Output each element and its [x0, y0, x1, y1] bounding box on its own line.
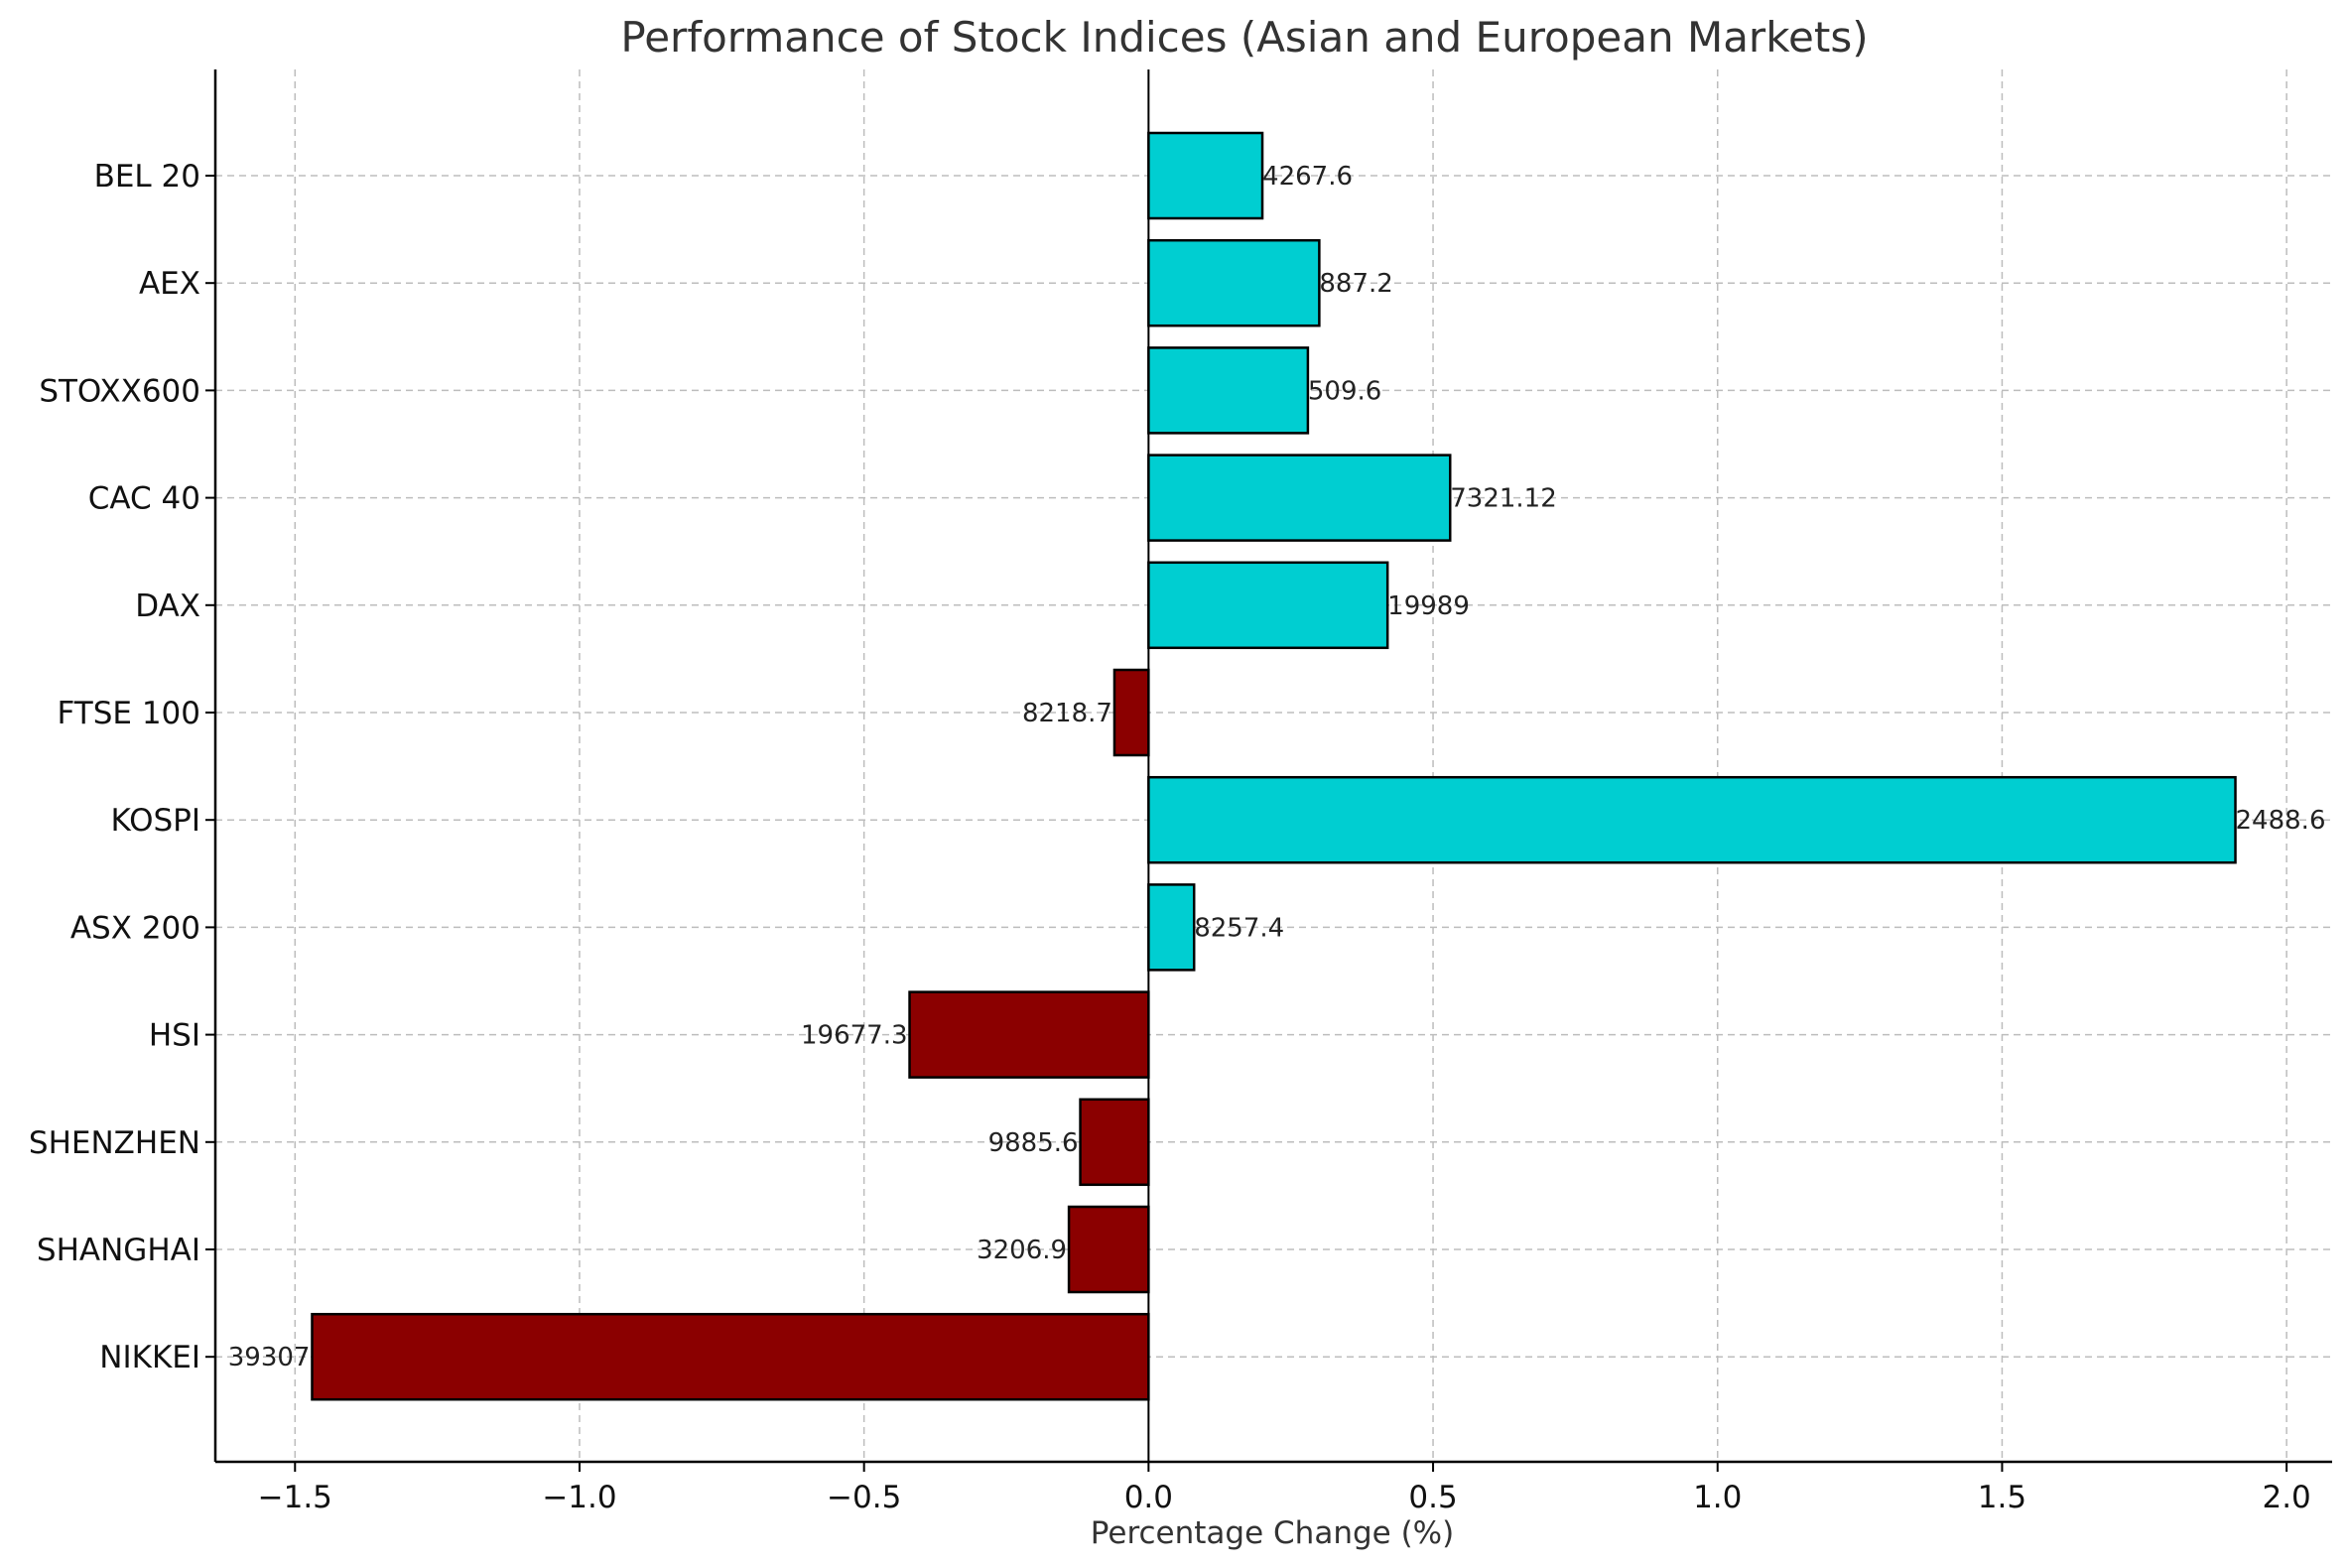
x-tick-label: 0.0 [1124, 1480, 1173, 1515]
x-tick-label: 0.5 [1408, 1480, 1457, 1515]
y-tick-label: KOSPI [110, 803, 200, 839]
x-tick-label: −1.5 [258, 1480, 332, 1515]
bar-hsi [908, 990, 1150, 1079]
y-tick-label: NIKKEI [99, 1340, 200, 1375]
chart-title: Performance of Stock Indices (Asian and … [620, 13, 1868, 62]
bar-aex [1147, 238, 1321, 327]
bar-kospi [1147, 775, 2237, 864]
bar-bel-20 [1147, 131, 1264, 220]
data-label: 19677.3 [801, 1021, 908, 1051]
y-tick-label: DAX [135, 588, 200, 624]
y-tick-label: SHANGHAI [37, 1233, 200, 1268]
bar-ftse-100 [1112, 668, 1150, 757]
axes [205, 69, 2332, 1472]
x-tick-label: −1.0 [542, 1480, 616, 1515]
y-tick-label: AEX [139, 266, 200, 302]
x-tick-label: 1.5 [1978, 1480, 2026, 1515]
x-tick-label: −0.5 [827, 1480, 901, 1515]
data-label: 887.2 [1319, 269, 1392, 299]
bar-shenzhen [1079, 1098, 1150, 1187]
bar-asx-200 [1147, 883, 1196, 972]
data-label: 8257.4 [1194, 913, 1284, 943]
y-tick-label: BEL 20 [94, 159, 200, 195]
x-tick-labels: −1.5 −1.0 −0.5 0.0 0.5 1.0 1.5 2.0 [258, 1480, 2311, 1515]
data-label: 3206.9 [977, 1236, 1067, 1265]
y-tick-label: ASX 200 [70, 910, 200, 946]
bar-stoxx600 [1147, 346, 1310, 435]
data-label: 7321.12 [1450, 484, 1557, 514]
y-tick-label: FTSE 100 [57, 696, 200, 731]
bar-nikkei [311, 1312, 1150, 1401]
data-label: 8218.7 [1022, 699, 1112, 728]
y-tick-label: SHENZHEN [29, 1125, 200, 1161]
data-label: 39307 [228, 1343, 311, 1372]
x-tick-label: 2.0 [2262, 1480, 2310, 1515]
bars [311, 131, 2237, 1401]
y-tick-label: STOXX600 [39, 373, 200, 409]
bar-dax [1147, 561, 1389, 650]
data-label: 9885.6 [988, 1128, 1079, 1158]
bar-shanghai [1067, 1205, 1150, 1294]
x-axis-label: Percentage Change (%) [1091, 1515, 1454, 1551]
data-label: 2488.6 [2236, 806, 2326, 836]
y-tick-label: HSI [149, 1018, 200, 1054]
data-labels: 39307 3206.9 9885.6 19677.3 8257.4 2488.6 8218… [228, 162, 2326, 1372]
data-label: 509.6 [1308, 376, 1381, 406]
y-tick-labels: NIKKEI SHANGHAI SHENZHEN HSI ASX 200 KOSPI FTS… [29, 159, 200, 1375]
data-label: 4267.6 [1262, 162, 1353, 192]
data-label: 19989 [1387, 591, 1470, 621]
bar-cac-40 [1147, 454, 1452, 542]
x-tick-label: 1.0 [1693, 1480, 1742, 1515]
y-tick-label: CAC 40 [88, 481, 200, 517]
